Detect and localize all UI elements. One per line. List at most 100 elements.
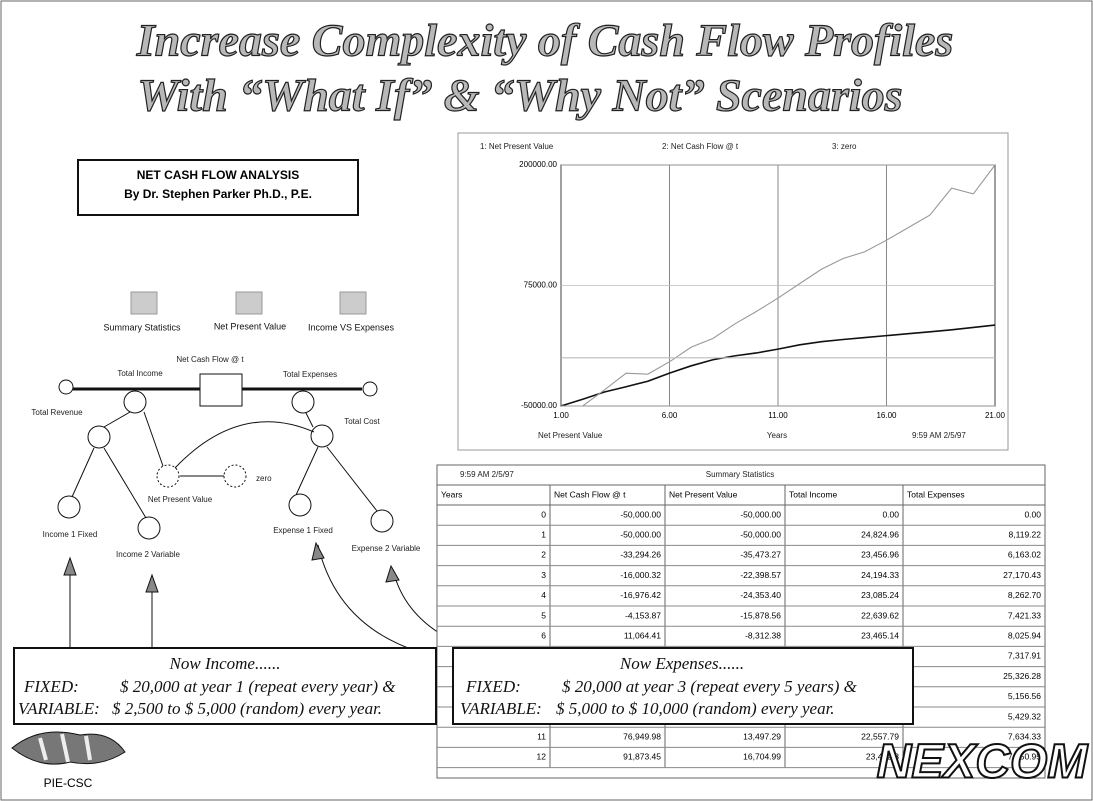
author-box-title: NET CASH FLOW ANALYSIS bbox=[137, 168, 299, 182]
series-line bbox=[561, 164, 996, 407]
author-box bbox=[77, 159, 359, 216]
diagram-label: Net Cash Flow @ t bbox=[176, 355, 244, 364]
button-icon[interactable] bbox=[235, 291, 263, 315]
legend-entry: 1: Net Present Value bbox=[480, 142, 554, 151]
table-cell: 7,650.95 bbox=[1008, 752, 1041, 762]
table-cell: 16,704.99 bbox=[743, 752, 781, 762]
note-key: FIXED: bbox=[465, 677, 521, 696]
table-cell: 7,317.91 bbox=[1008, 651, 1041, 661]
note-text: $ 20,000 at year 1 (repeat every year) & bbox=[120, 677, 396, 696]
converter bbox=[123, 390, 147, 414]
logo-text: PIE-CSC bbox=[44, 776, 93, 790]
table-cell: 7,634.33 bbox=[1008, 731, 1041, 741]
table-cell: 8,119.22 bbox=[1009, 529, 1042, 539]
arrow-head bbox=[145, 573, 159, 593]
buttons: Summary Statistics Net Present Value Inc… bbox=[103, 291, 395, 332]
table-cell: -16,976.42 bbox=[620, 590, 661, 600]
table-cell: 76,949.98 bbox=[623, 731, 661, 741]
table-cell: -8,312.38 bbox=[745, 630, 781, 640]
converter bbox=[291, 390, 315, 414]
cloud bbox=[362, 381, 378, 397]
note-key: VARIABLE: bbox=[460, 699, 542, 718]
diagram-label: Net Present Value bbox=[148, 495, 213, 504]
column-header: Total Income bbox=[789, 489, 837, 499]
title-line: With “What If” & “Why Not” Scenarios bbox=[137, 70, 902, 121]
note-box bbox=[452, 647, 914, 725]
converter bbox=[156, 464, 180, 488]
button-icon[interactable] bbox=[130, 291, 158, 315]
pointer-arrow bbox=[69, 544, 513, 661]
x-tick-label: 21.00 bbox=[985, 411, 1006, 420]
note-title: Now Expenses...... bbox=[619, 654, 744, 673]
diagram-label: Income 1 Fixed bbox=[43, 530, 98, 539]
table-cell: -50,000.00 bbox=[620, 509, 661, 519]
note-key: VARIABLE: bbox=[18, 699, 100, 718]
converter bbox=[57, 495, 81, 519]
note-text: $ 20,000 at year 3 (repeat every 5 years… bbox=[562, 677, 858, 696]
table-cell: -22,398.57 bbox=[740, 570, 781, 580]
table: Years Net Cash Flow @ t Net Present Value T… bbox=[437, 485, 1045, 769]
table-cell: 2 bbox=[541, 550, 546, 560]
expenses-box: Now Expenses...... FIXED: $ 20,000 at ye… bbox=[452, 647, 914, 725]
table-cell: 22,557.79 bbox=[861, 731, 899, 741]
table-cell: 5,429.32 bbox=[1008, 711, 1041, 721]
table-cell: 5 bbox=[541, 610, 546, 620]
author-box-author: By Dr. Stephen Parker Ph.D., P.E. bbox=[124, 187, 312, 201]
table-cell: 91,873.45 bbox=[623, 752, 661, 762]
table-cell: -24,353.40 bbox=[740, 590, 781, 600]
table-cell: 11,064.41 bbox=[624, 630, 661, 640]
diagram-label: Expense 2 Variable bbox=[352, 544, 421, 553]
graph-footer: Years bbox=[767, 431, 787, 440]
income-box: Now Income...... FIXED: $ 20,000 at year… bbox=[13, 647, 437, 725]
table-cell: 12 bbox=[537, 752, 547, 762]
table-panel: 9:59 AM 2/5/97 Summary Statistics bbox=[436, 464, 1046, 779]
button-icon[interactable] bbox=[339, 291, 367, 315]
graph-panel: 1: Net Present Value 2: Net Cash Flow @ … bbox=[457, 132, 1009, 451]
cloud bbox=[58, 379, 74, 395]
table-cell: 8,262.70 bbox=[1008, 590, 1041, 600]
series-line bbox=[560, 324, 996, 407]
table-cell: 24,194.33 bbox=[861, 570, 899, 580]
table-cell: 0 bbox=[541, 509, 546, 519]
column-header: Net Present Value bbox=[669, 489, 738, 499]
diagram-label: Total Cost bbox=[344, 417, 380, 426]
column-header: Total Expenses bbox=[907, 489, 965, 499]
y-tick-label: -50000.00 bbox=[521, 401, 558, 410]
converter bbox=[223, 464, 247, 488]
table-cell: 0.00 bbox=[882, 509, 899, 519]
legend-entry: 2: Net Cash Flow @ t bbox=[662, 142, 739, 151]
graph-footer: Net Present Value bbox=[538, 431, 603, 440]
y-tick-label: 75000.00 bbox=[524, 281, 558, 290]
table-cell: 23,492.8 bbox=[866, 752, 899, 762]
stock-flow-diagram: Net Cash Flow @ t Total Income Total Exp… bbox=[31, 355, 513, 661]
table-cell: -15,878.56 bbox=[740, 610, 781, 620]
table-cell: -50,000.00 bbox=[740, 509, 781, 519]
button-label[interactable]: Summary Statistics bbox=[103, 322, 181, 332]
table-cell: 3 bbox=[541, 570, 546, 580]
button-label[interactable]: Net Present Value bbox=[214, 321, 286, 331]
table-cell: 6 bbox=[541, 630, 546, 640]
column-header: Years bbox=[441, 489, 462, 499]
logo-text: NEXCOM bbox=[877, 736, 1089, 789]
table-cell: 24,824.96 bbox=[861, 529, 899, 539]
y-tick-label: 200000.00 bbox=[519, 160, 557, 169]
table-cell: 7,421.33 bbox=[1008, 610, 1041, 620]
table-cell: 25,326.28 bbox=[1003, 671, 1041, 681]
table-cell: -50,000.00 bbox=[620, 529, 661, 539]
diagram-label: Income 2 Variable bbox=[116, 550, 180, 559]
connector bbox=[71, 411, 378, 519]
note-text: $ 5,000 to $ 10,000 (random) every year. bbox=[556, 699, 835, 718]
legend-entry: 3: zero bbox=[832, 142, 857, 151]
button-label[interactable]: Income VS Expenses bbox=[308, 322, 395, 332]
table-cell: 4 bbox=[541, 590, 546, 600]
pie-csc-logo: PIE-CSC bbox=[11, 731, 126, 790]
table-cell: 8,025.94 bbox=[1008, 630, 1041, 640]
table-cell: -4,153.87 bbox=[625, 610, 661, 620]
table-cell: -16,000.32 bbox=[620, 570, 661, 580]
table-frame bbox=[436, 464, 1046, 779]
x-tick-label: 16.00 bbox=[876, 411, 897, 420]
table-cell: 22,639.62 bbox=[861, 610, 899, 620]
converter bbox=[370, 509, 394, 533]
